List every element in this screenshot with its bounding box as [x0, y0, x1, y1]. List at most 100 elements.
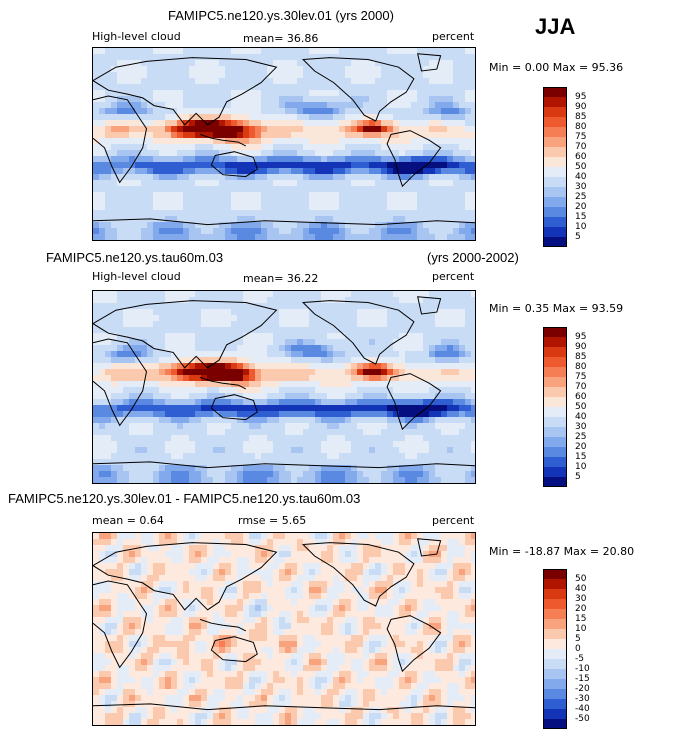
field-cell — [153, 198, 160, 205]
field-cell — [453, 411, 460, 418]
field-cell — [297, 120, 304, 127]
field-cell — [387, 291, 394, 298]
field-cell — [303, 66, 310, 73]
field-cell — [201, 357, 208, 364]
field-cell — [249, 174, 256, 181]
field-cell — [279, 174, 286, 181]
field-cell — [93, 477, 100, 483]
field-cell — [309, 387, 316, 394]
field-cell — [141, 545, 148, 552]
field-cell — [165, 459, 172, 466]
field-cell — [279, 303, 286, 310]
field-cell — [285, 228, 292, 235]
field-cell — [279, 126, 286, 133]
field-cell — [435, 90, 442, 97]
field-cell — [291, 168, 298, 175]
field-cell — [321, 423, 328, 430]
field-cell — [123, 417, 130, 424]
field-cell — [159, 387, 166, 394]
field-cell — [435, 411, 442, 418]
field-cell — [465, 132, 472, 139]
field-cell — [411, 126, 418, 133]
field-cell — [291, 150, 298, 157]
field-cell — [249, 569, 256, 576]
field-cell — [147, 291, 154, 298]
field-cell — [369, 357, 376, 364]
field-cell — [183, 78, 190, 85]
field-cell — [387, 369, 394, 376]
field-cell — [201, 575, 208, 582]
field-cell — [153, 539, 160, 546]
field-cell — [279, 363, 286, 370]
field-cell — [417, 465, 424, 472]
field-cell — [111, 126, 118, 133]
field-cell — [279, 297, 286, 304]
field-cell — [141, 192, 148, 199]
field-cell — [447, 327, 454, 334]
field-cell — [447, 357, 454, 364]
field-cell — [339, 569, 346, 576]
field-cell — [135, 465, 142, 472]
field-cell — [123, 605, 130, 612]
field-cell — [417, 66, 424, 73]
field-cell — [441, 587, 448, 594]
field-cell — [453, 174, 460, 181]
field-cell — [321, 309, 328, 316]
field-cell — [225, 587, 232, 594]
field-cell — [291, 411, 298, 418]
field-cell — [225, 186, 232, 193]
field-cell — [435, 315, 442, 322]
field-cell — [279, 327, 286, 334]
field-cell — [207, 192, 214, 199]
field-cell — [399, 453, 406, 460]
field-cell — [225, 303, 232, 310]
field-cell — [285, 393, 292, 400]
field-cell — [471, 114, 475, 121]
colorbar-swatch — [543, 237, 567, 247]
field-cell — [441, 539, 448, 546]
field-cell — [375, 216, 382, 223]
field-cell — [183, 411, 190, 418]
field-cell — [153, 381, 160, 388]
field-cell — [339, 381, 346, 388]
field-cell — [255, 593, 262, 600]
field-cell — [363, 569, 370, 576]
field-cell — [333, 417, 340, 424]
field-cell — [237, 551, 244, 558]
field-cell — [117, 339, 124, 346]
field-cell — [153, 447, 160, 454]
field-cell — [345, 180, 352, 187]
field-cell — [471, 459, 475, 466]
field-cell — [129, 222, 136, 229]
field-cell — [435, 186, 442, 193]
field-cell — [405, 417, 412, 424]
field-cell — [333, 216, 340, 223]
field-cell — [189, 309, 196, 316]
field-cell — [339, 90, 346, 97]
field-cell — [255, 563, 262, 570]
field-cell — [411, 363, 418, 370]
field-cell — [303, 150, 310, 157]
field-cell — [273, 303, 280, 310]
field-cell — [129, 441, 136, 448]
field-cell — [195, 411, 202, 418]
field-cell — [333, 72, 340, 79]
field-cell — [153, 210, 160, 217]
field-cell — [267, 198, 274, 205]
field-cell — [243, 198, 250, 205]
field-cell — [99, 459, 106, 466]
field-cell — [171, 309, 178, 316]
field-cell — [291, 545, 298, 552]
field-cell — [255, 333, 262, 340]
field-cell — [135, 168, 142, 175]
field-cell — [153, 387, 160, 394]
field-cell — [333, 102, 340, 109]
field-cell — [273, 453, 280, 460]
field-cell — [417, 162, 424, 169]
field-cell — [321, 108, 328, 115]
field-cell — [255, 369, 262, 376]
field-cell — [291, 60, 298, 67]
field-cell — [417, 180, 424, 187]
field-cell — [453, 216, 460, 223]
field-cell — [237, 162, 244, 169]
